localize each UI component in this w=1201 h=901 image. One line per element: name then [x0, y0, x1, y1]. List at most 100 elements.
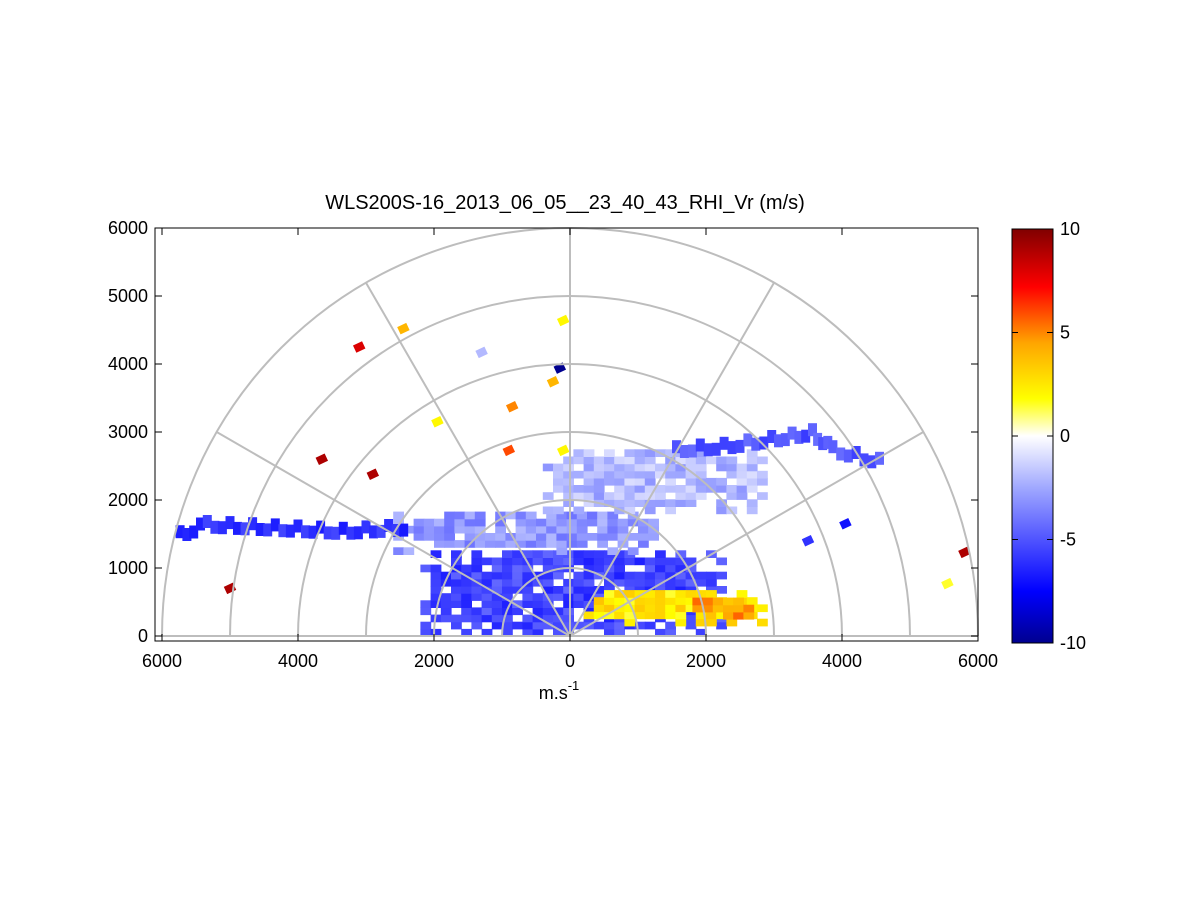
- velocity-cell: [454, 525, 466, 534]
- velocity-cell: [583, 456, 595, 465]
- feature-cell: [323, 526, 333, 540]
- scatter-cell: [958, 546, 971, 559]
- velocity-cell: [644, 621, 656, 630]
- velocity-cell: [675, 611, 687, 620]
- velocity-cell: [736, 463, 748, 472]
- velocity-cell: [536, 518, 547, 527]
- feature-cell: [255, 523, 265, 536]
- velocity-cell: [593, 550, 605, 558]
- velocity-cell: [604, 571, 615, 580]
- velocity-cell: [583, 607, 595, 616]
- velocity-cell: [553, 586, 564, 594]
- velocity-cell: [716, 611, 727, 620]
- velocity-cell: [624, 492, 636, 500]
- velocity-cell: [685, 614, 697, 623]
- velocity-cell: [471, 614, 483, 623]
- velocity-cell: [512, 600, 523, 608]
- x-tick-label: 6000: [142, 651, 182, 671]
- velocity-cell: [634, 578, 646, 587]
- velocity-cell: [583, 550, 595, 558]
- velocity-cell: [726, 492, 738, 500]
- velocity-cell: [553, 593, 564, 601]
- velocity-cell: [583, 586, 595, 594]
- velocity-cell: [563, 499, 574, 507]
- velocity-cell: [553, 621, 564, 630]
- velocity-cell: [573, 550, 585, 558]
- velocity-cell: [655, 628, 666, 637]
- scatter-cell: [839, 518, 852, 530]
- feature-cell: [353, 526, 363, 540]
- velocity-cell: [505, 533, 517, 541]
- scatter-cell: [546, 375, 560, 388]
- velocity-cell: [675, 550, 687, 558]
- velocity-cell: [607, 547, 619, 555]
- colorbar-tick-label: 10: [1060, 219, 1080, 239]
- velocity-cell: [485, 540, 496, 548]
- velocity-cell: [685, 586, 697, 594]
- velocity-cell: [542, 571, 554, 580]
- velocity-cell: [593, 557, 605, 566]
- velocity-cell: [593, 597, 605, 605]
- velocity-cell: [644, 597, 656, 605]
- velocity-cell: [481, 593, 493, 601]
- velocity-cell: [512, 607, 523, 616]
- velocity-cell: [522, 571, 534, 580]
- velocity-cell: [583, 557, 595, 566]
- velocity-cell: [515, 511, 527, 520]
- velocity-cell: [474, 525, 486, 534]
- feature-cell: [818, 437, 828, 451]
- velocity-cell: [675, 571, 687, 580]
- velocity-cell: [583, 564, 595, 573]
- velocity-cell: [542, 550, 554, 558]
- velocity-cell: [444, 525, 455, 534]
- velocity-cell: [440, 600, 452, 608]
- velocity-cell: [723, 604, 734, 613]
- feature-cell: [210, 520, 220, 534]
- feature-cell: [240, 522, 250, 536]
- velocity-cell: [481, 600, 493, 608]
- feature-cell: [843, 449, 853, 463]
- velocity-cell: [474, 511, 486, 520]
- velocity-cell: [757, 470, 768, 479]
- velocity-cell: [675, 590, 687, 598]
- velocity-cell: [655, 590, 666, 598]
- feature-cell: [293, 519, 303, 533]
- velocity-cell: [587, 511, 598, 520]
- velocity-cell: [655, 557, 666, 566]
- velocity-cell: [502, 600, 513, 608]
- velocity-cell: [746, 456, 758, 465]
- velocity-cell: [675, 499, 687, 507]
- velocity-cell: [644, 470, 656, 479]
- velocity-cell: [695, 628, 707, 637]
- velocity-cell: [532, 628, 544, 637]
- velocity-cell: [583, 449, 595, 457]
- velocity-cell: [665, 586, 676, 594]
- velocity-cell: [706, 618, 717, 627]
- velocity-cell: [553, 485, 564, 493]
- x-tick-label: 4000: [278, 651, 318, 671]
- velocity-cell: [430, 578, 442, 587]
- velocity-cell: [644, 499, 656, 507]
- velocity-cell: [532, 557, 544, 566]
- velocity-cell: [604, 492, 615, 500]
- velocity-cell: [733, 611, 744, 620]
- velocity-cell: [576, 525, 588, 534]
- velocity-cell: [464, 525, 476, 534]
- scatter-cell: [801, 535, 815, 547]
- scatter-cell: [475, 346, 488, 359]
- velocity-cell: [563, 463, 574, 472]
- velocity-cell: [706, 456, 717, 465]
- velocity-cell: [665, 485, 676, 493]
- velocity-cell: [644, 557, 656, 566]
- velocity-cell: [692, 604, 704, 613]
- feature-cell: [189, 525, 199, 539]
- velocity-cell: [593, 571, 605, 580]
- velocity-cell: [624, 449, 636, 457]
- velocity-cell: [665, 557, 676, 566]
- velocity-cell: [604, 611, 615, 620]
- velocity-cell: [675, 470, 687, 479]
- x-axis-label-superscript: -1: [568, 678, 580, 693]
- velocity-cell: [644, 449, 656, 457]
- velocity-cell: [491, 557, 503, 566]
